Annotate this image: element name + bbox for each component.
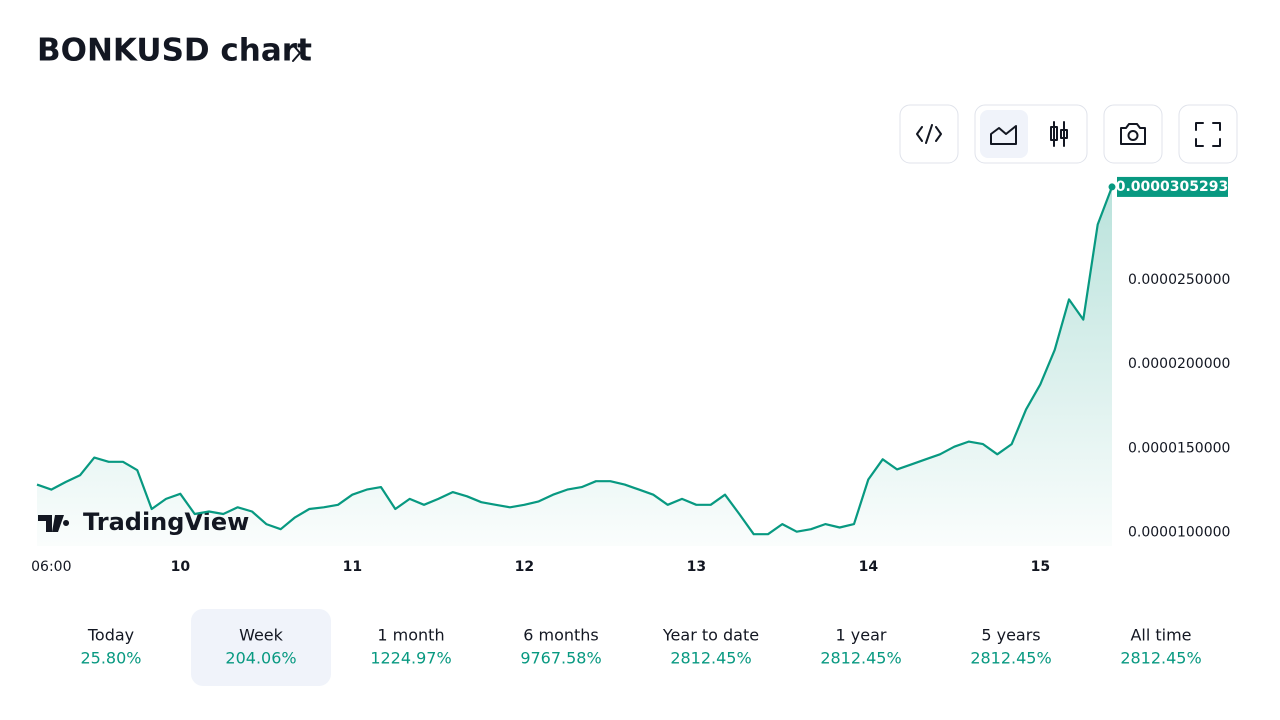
camera-lens <box>1127 130 1139 141</box>
period-label[interactable]: Year to date <box>662 626 759 645</box>
period-label[interactable]: Week <box>239 626 284 645</box>
y-tick-label: 0.0000150000 <box>1128 440 1230 456</box>
snapshot-button[interactable] <box>1103 104 1163 164</box>
price-area <box>37 186 1112 546</box>
x-tick-label: 10 <box>171 559 191 575</box>
x-tick-label: 06:00 <box>31 559 71 575</box>
area-chart-button[interactable] <box>980 110 1028 158</box>
period-label[interactable]: 1 year <box>836 626 887 645</box>
camera-icon <box>1120 123 1146 145</box>
period-selected-bg <box>191 609 331 686</box>
period-change[interactable]: 2812.45% <box>1120 649 1201 668</box>
period-change[interactable]: 25.80% <box>80 649 141 668</box>
area-chart-icon <box>990 125 1017 145</box>
period-label[interactable]: Today <box>87 626 134 645</box>
chevron-icon[interactable] <box>292 44 301 62</box>
period-label[interactable]: 1 month <box>377 626 444 645</box>
candle-chart-button[interactable] <box>1050 121 1068 147</box>
y-tick-label: 0.0000250000 <box>1128 272 1230 288</box>
period-label[interactable]: 5 years <box>981 626 1040 645</box>
price-line <box>36 186 1114 536</box>
x-tick-label: 15 <box>1031 559 1050 575</box>
period-change[interactable]: 9767.58% <box>520 649 601 668</box>
x-tick-label: 13 <box>687 559 706 575</box>
x-tick-label: 11 <box>343 559 362 575</box>
fullscreen-icon <box>1195 122 1221 147</box>
last-price-dot <box>1108 183 1116 191</box>
watermark-text: TradingView <box>83 508 249 536</box>
embed-icon <box>916 124 942 144</box>
period-label[interactable]: 6 months <box>523 626 599 645</box>
x-tick-label: 12 <box>515 559 534 575</box>
period-change[interactable]: 1224.97% <box>370 649 451 668</box>
last-price-tag <box>1117 176 1228 197</box>
page-title[interactable]: BONKUSD chart <box>37 33 312 69</box>
y-tick-label: 0.0000100000 <box>1128 525 1230 541</box>
period-change[interactable]: 2812.45% <box>820 649 901 668</box>
period-label[interactable]: All time <box>1130 626 1191 645</box>
y-tick-label: 0.0000200000 <box>1128 356 1230 372</box>
period-change[interactable]: 204.06% <box>225 649 296 668</box>
fullscreen-button[interactable] <box>1178 104 1238 164</box>
period-change[interactable]: 2812.45% <box>670 649 751 668</box>
x-tick-label: 14 <box>859 559 879 575</box>
last-price-label: 0.0000305293 <box>1116 179 1228 195</box>
period-change[interactable]: 2812.45% <box>970 649 1051 668</box>
